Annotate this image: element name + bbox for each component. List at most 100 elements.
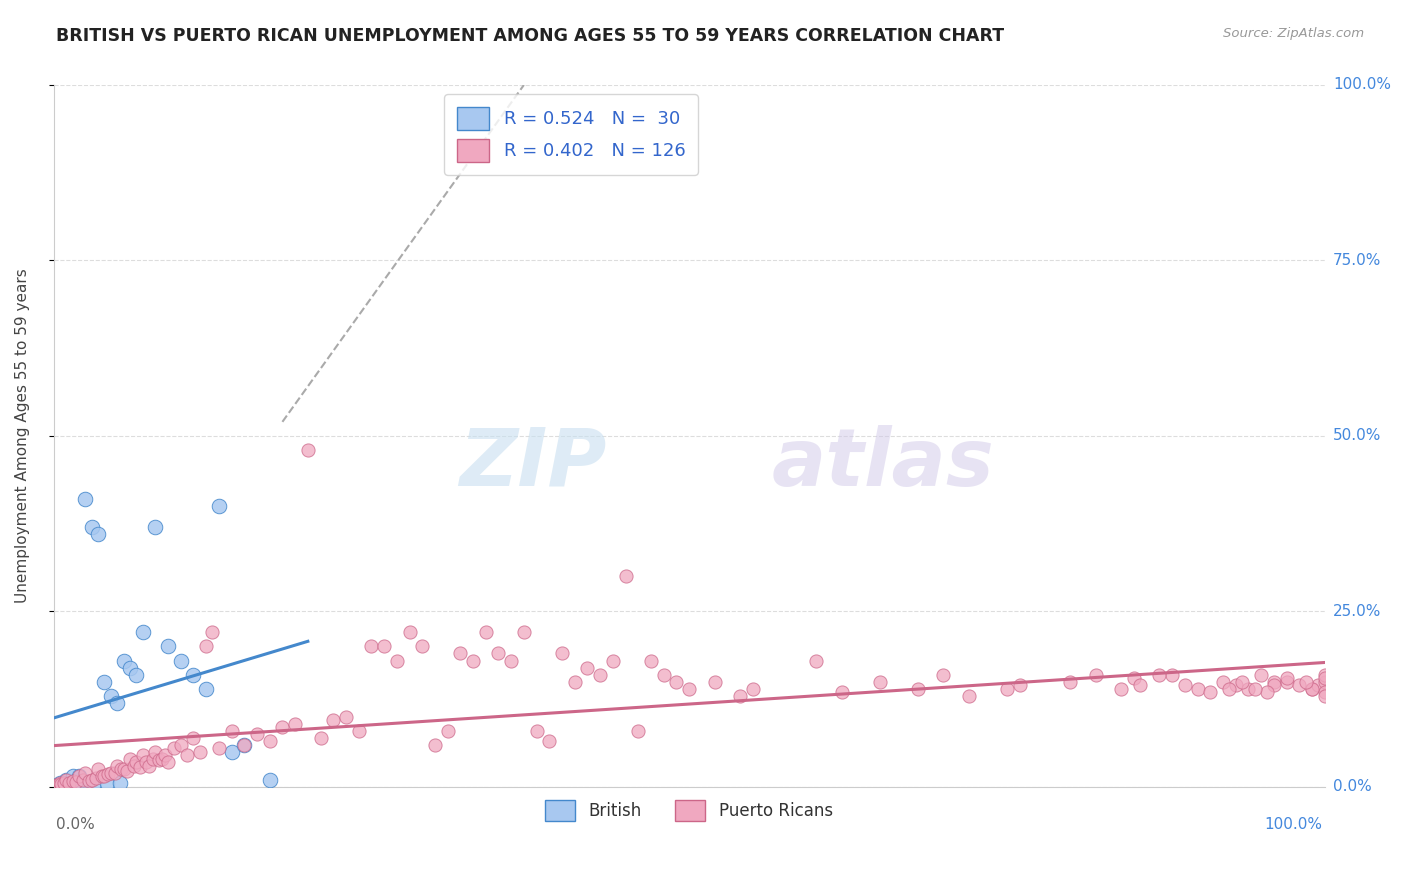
Point bbox=[142, 752, 165, 766]
Point bbox=[1111, 681, 1133, 696]
Point bbox=[148, 753, 170, 767]
Point bbox=[125, 667, 148, 681]
Point bbox=[1308, 678, 1330, 692]
Point bbox=[70, 775, 93, 789]
Point bbox=[65, 774, 87, 789]
Point bbox=[398, 625, 420, 640]
Point bbox=[423, 738, 446, 752]
Point bbox=[1084, 667, 1107, 681]
Point bbox=[335, 709, 357, 723]
Point bbox=[869, 674, 891, 689]
Point bbox=[360, 640, 382, 654]
Point bbox=[640, 653, 662, 667]
Point bbox=[703, 674, 725, 689]
Point bbox=[233, 738, 256, 752]
Point bbox=[1263, 678, 1285, 692]
Point bbox=[1263, 674, 1285, 689]
Point bbox=[49, 776, 72, 790]
Point bbox=[411, 640, 433, 654]
Text: Source: ZipAtlas.com: Source: ZipAtlas.com bbox=[1223, 27, 1364, 40]
Text: 100.0%: 100.0% bbox=[1264, 817, 1322, 832]
Point bbox=[55, 772, 77, 787]
Point bbox=[449, 647, 471, 661]
Point bbox=[46, 778, 69, 792]
Point bbox=[347, 723, 370, 738]
Point bbox=[208, 741, 231, 756]
Point bbox=[1313, 671, 1336, 685]
Point bbox=[538, 734, 561, 748]
Point bbox=[131, 625, 153, 640]
Point bbox=[461, 653, 484, 667]
Point bbox=[1275, 671, 1298, 685]
Point bbox=[297, 442, 319, 457]
Point bbox=[576, 660, 599, 674]
Point bbox=[1313, 667, 1336, 681]
Point bbox=[183, 731, 205, 745]
Point bbox=[118, 752, 141, 766]
Point bbox=[652, 667, 675, 681]
Point bbox=[52, 776, 75, 790]
Point bbox=[55, 772, 77, 787]
Point bbox=[110, 762, 132, 776]
Point bbox=[1123, 671, 1146, 685]
Point bbox=[72, 772, 94, 787]
Point bbox=[108, 776, 131, 790]
Text: 100.0%: 100.0% bbox=[1333, 78, 1391, 93]
Point bbox=[1313, 685, 1336, 699]
Point bbox=[678, 681, 700, 696]
Point bbox=[1313, 674, 1336, 689]
Point bbox=[125, 756, 148, 770]
Y-axis label: Unemployment Among Ages 55 to 59 years: Unemployment Among Ages 55 to 59 years bbox=[15, 268, 30, 603]
Point bbox=[96, 776, 118, 790]
Point bbox=[488, 647, 510, 661]
Text: atlas: atlas bbox=[772, 425, 994, 503]
Point bbox=[221, 723, 243, 738]
Point bbox=[84, 772, 107, 786]
Point bbox=[1256, 685, 1278, 699]
Point bbox=[1008, 678, 1031, 692]
Point bbox=[1129, 678, 1152, 692]
Point bbox=[208, 499, 231, 513]
Point bbox=[100, 765, 122, 780]
Point bbox=[526, 723, 548, 738]
Point bbox=[170, 738, 193, 752]
Text: BRITISH VS PUERTO RICAN UNEMPLOYMENT AMONG AGES 55 TO 59 YEARS CORRELATION CHART: BRITISH VS PUERTO RICAN UNEMPLOYMENT AMO… bbox=[56, 27, 1004, 45]
Point bbox=[1187, 681, 1209, 696]
Point bbox=[385, 653, 408, 667]
Legend: British, Puerto Ricans: British, Puerto Ricans bbox=[538, 793, 839, 828]
Point bbox=[90, 769, 112, 783]
Point bbox=[45, 779, 67, 793]
Point bbox=[80, 772, 103, 787]
Point bbox=[62, 774, 84, 789]
Point bbox=[995, 681, 1018, 696]
Point bbox=[501, 653, 523, 667]
Point bbox=[122, 759, 145, 773]
Point bbox=[135, 756, 157, 770]
Point bbox=[138, 759, 160, 773]
Point bbox=[513, 625, 536, 640]
Point bbox=[97, 767, 120, 781]
Point bbox=[65, 775, 87, 789]
Point bbox=[1161, 667, 1184, 681]
Point bbox=[1218, 681, 1240, 696]
Point bbox=[46, 778, 69, 792]
Text: 50.0%: 50.0% bbox=[1333, 428, 1381, 443]
Point bbox=[83, 776, 105, 790]
Point bbox=[233, 738, 256, 752]
Point bbox=[627, 723, 650, 738]
Point bbox=[614, 569, 637, 583]
Point bbox=[1174, 678, 1197, 692]
Point bbox=[1059, 674, 1081, 689]
Point bbox=[118, 660, 141, 674]
Point bbox=[831, 685, 853, 699]
Point bbox=[75, 491, 97, 506]
Point bbox=[1301, 681, 1323, 696]
Point bbox=[373, 640, 395, 654]
Point bbox=[58, 775, 80, 789]
Point bbox=[221, 745, 243, 759]
Point bbox=[284, 716, 307, 731]
Point bbox=[201, 625, 224, 640]
Point bbox=[932, 667, 955, 681]
Point bbox=[129, 760, 152, 774]
Point bbox=[564, 674, 586, 689]
